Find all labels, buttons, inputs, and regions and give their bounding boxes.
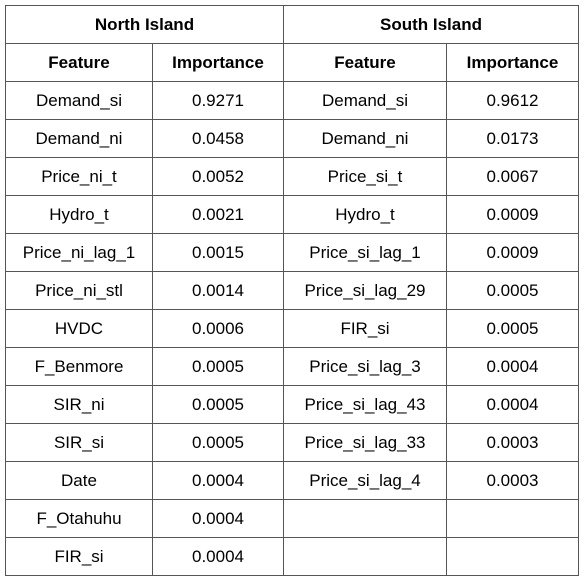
column-header-feature: Feature [5,43,153,82]
si-feature-cell: Price_si_lag_29 [283,271,447,310]
ni-importance-cell: 0.0004 [152,499,284,538]
column-header-importance: Importance [446,43,579,82]
ni-feature-cell: SIR_ni [5,385,153,424]
feature-importance-table: North Island South Island Feature Import… [5,5,579,576]
ni-importance-cell: 0.0005 [152,385,284,424]
ni-importance-cell: 0.0005 [152,347,284,386]
table-row: SIR_ni 0.0005 Price_si_lag_43 0.0004 [5,385,579,424]
table-row: Price_ni_lag_1 0.0015 Price_si_lag_1 0.0009 [5,233,579,272]
ni-importance-cell: 0.0005 [152,423,284,462]
si-importance-cell: 0.0067 [446,157,579,196]
si-feature-cell: Price_si_lag_33 [283,423,447,462]
table-row: SIR_si 0.0005 Price_si_lag_33 0.0003 [5,423,579,462]
ni-importance-cell: 0.0458 [152,119,284,158]
ni-importance-cell: 0.0015 [152,233,284,272]
ni-feature-cell: Demand_ni [5,119,153,158]
ni-importance-cell: 0.0014 [152,271,284,310]
table-row: F_Otahuhu 0.0004 [5,499,579,538]
ni-importance-cell: 0.0004 [152,537,284,576]
si-importance-cell: 0.0003 [446,461,579,500]
column-header-row: Feature Importance Feature Importance [5,43,579,82]
table-row: Date 0.0004 Price_si_lag_4 0.0003 [5,461,579,500]
table-row: Price_ni_stl 0.0014 Price_si_lag_29 0.0005 [5,271,579,310]
ni-feature-cell: Price_ni_stl [5,271,153,310]
ni-feature-cell: Price_ni_t [5,157,153,196]
si-feature-cell [283,537,447,576]
table-row: F_Benmore 0.0005 Price_si_lag_3 0.0004 [5,347,579,386]
si-feature-cell: Demand_ni [283,119,447,158]
si-feature-cell: FIR_si [283,309,447,348]
table-body: Demand_si 0.9271 Demand_si 0.9612 Demand_ni 0… [5,81,579,576]
ni-feature-cell: FIR_si [5,537,153,576]
table-row: HVDC 0.0006 FIR_si 0.0005 [5,309,579,348]
table-row: Demand_ni 0.0458 Demand_ni 0.0173 [5,119,579,158]
table-row: Demand_si 0.9271 Demand_si 0.9612 [5,81,579,120]
ni-importance-cell: 0.9271 [152,81,284,120]
si-importance-cell: 0.0009 [446,195,579,234]
ni-feature-cell: F_Benmore [5,347,153,386]
si-feature-cell: Hydro_t [283,195,447,234]
si-feature-cell: Price_si_lag_1 [283,233,447,272]
table-row: Hydro_t 0.0021 Hydro_t 0.0009 [5,195,579,234]
si-importance-cell [446,537,579,576]
group-header-north-island: North Island [5,5,284,44]
si-importance-cell: 0.9612 [446,81,579,120]
ni-feature-cell: Date [5,461,153,500]
si-importance-cell: 0.0005 [446,309,579,348]
table-row: FIR_si 0.0004 [5,537,579,576]
ni-importance-cell: 0.0006 [152,309,284,348]
column-header-importance: Importance [152,43,284,82]
si-importance-cell: 0.0173 [446,119,579,158]
ni-importance-cell: 0.0021 [152,195,284,234]
si-importance-cell [446,499,579,538]
ni-importance-cell: 0.0004 [152,461,284,500]
si-feature-cell: Price_si_lag_3 [283,347,447,386]
ni-feature-cell: F_Otahuhu [5,499,153,538]
si-feature-cell: Demand_si [283,81,447,120]
si-importance-cell: 0.0005 [446,271,579,310]
si-importance-cell: 0.0009 [446,233,579,272]
table-header: North Island South Island Feature Import… [5,5,579,82]
table-row: Price_ni_t 0.0052 Price_si_t 0.0067 [5,157,579,196]
si-importance-cell: 0.0003 [446,423,579,462]
si-feature-cell: Price_si_lag_43 [283,385,447,424]
ni-feature-cell: Price_ni_lag_1 [5,233,153,272]
si-feature-cell [283,499,447,538]
si-importance-cell: 0.0004 [446,385,579,424]
group-header-south-island: South Island [283,5,579,44]
column-header-feature: Feature [283,43,447,82]
ni-feature-cell: SIR_si [5,423,153,462]
ni-importance-cell: 0.0052 [152,157,284,196]
ni-feature-cell: Demand_si [5,81,153,120]
ni-feature-cell: HVDC [5,309,153,348]
si-feature-cell: Price_si_t [283,157,447,196]
group-header-row: North Island South Island [5,5,579,44]
si-importance-cell: 0.0004 [446,347,579,386]
ni-feature-cell: Hydro_t [5,195,153,234]
si-feature-cell: Price_si_lag_4 [283,461,447,500]
